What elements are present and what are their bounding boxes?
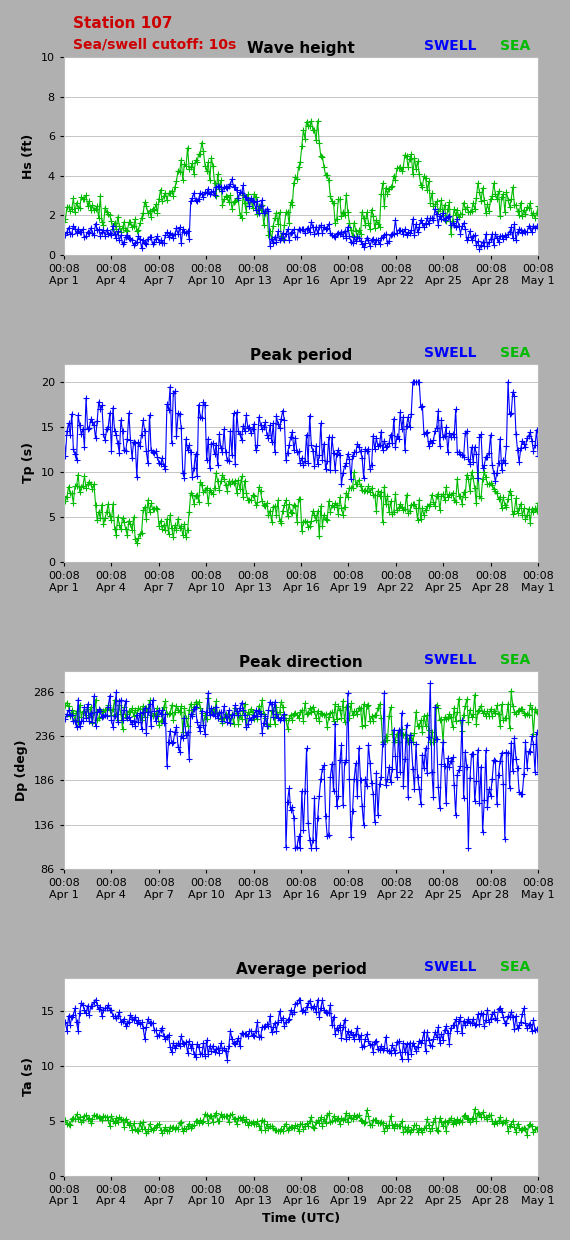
Title: Peak direction: Peak direction <box>239 655 363 670</box>
Title: Wave height: Wave height <box>247 41 355 56</box>
Text: SEA: SEA <box>500 346 531 360</box>
Text: SEA: SEA <box>500 960 531 973</box>
Title: Average period: Average period <box>235 962 367 977</box>
Y-axis label: Hs (ft): Hs (ft) <box>22 134 35 179</box>
Text: SWELL: SWELL <box>424 653 477 667</box>
Y-axis label: Tp (s): Tp (s) <box>22 443 35 484</box>
Text: Sea/swell cutoff: 10s: Sea/swell cutoff: 10s <box>74 37 237 51</box>
Title: Peak period: Peak period <box>250 347 352 363</box>
Text: SEA: SEA <box>500 653 531 667</box>
Text: SWELL: SWELL <box>424 38 477 53</box>
Text: Station 107: Station 107 <box>74 16 173 31</box>
Text: SWELL: SWELL <box>424 960 477 973</box>
Y-axis label: Dp (deg): Dp (deg) <box>15 739 28 801</box>
Text: SEA: SEA <box>500 38 531 53</box>
X-axis label: Time (UTC): Time (UTC) <box>262 1211 340 1225</box>
Y-axis label: Ta (s): Ta (s) <box>22 1058 35 1096</box>
Text: SWELL: SWELL <box>424 346 477 360</box>
